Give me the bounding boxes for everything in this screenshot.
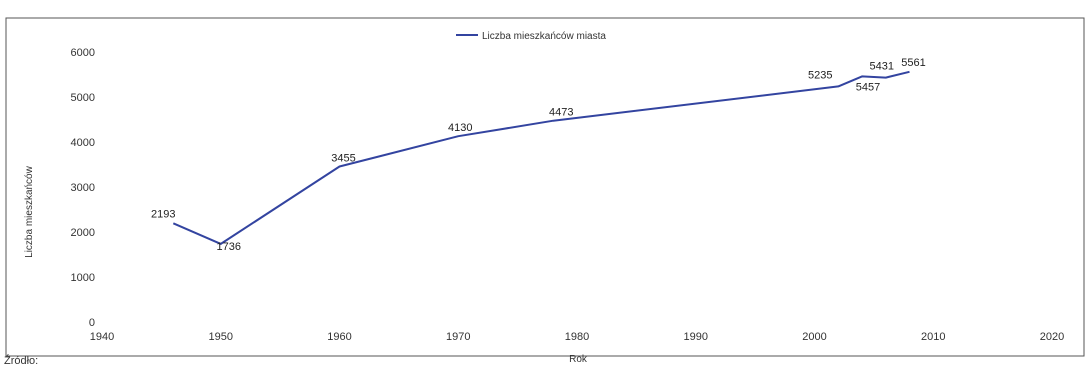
plot-frame <box>5 17 1085 357</box>
x-axis-title: Rok <box>569 354 588 365</box>
y-tick-label: 4000 <box>71 137 95 149</box>
data-label: 5457 <box>856 81 880 93</box>
x-tick-label: 1970 <box>446 331 470 343</box>
x-tick-labels: 1940 1950 1960 1970 1980 1990 2000 2010 2020 <box>90 331 1064 343</box>
legend: Liczba mieszkańców miasta <box>456 31 606 42</box>
data-label: 4130 <box>448 122 472 134</box>
y-axis-title: Liczba mieszkańców <box>24 165 35 257</box>
data-label: 5235 <box>808 69 832 81</box>
series-group <box>172 70 910 245</box>
series-line <box>172 70 910 245</box>
x-tick-label: 1960 <box>327 331 351 343</box>
y-tick-labels: 0 1000 2000 3000 4000 5000 6000 <box>71 47 95 329</box>
data-label: 3455 <box>331 153 355 165</box>
data-label: 5561 <box>901 57 925 69</box>
y-tick-label: 3000 <box>71 182 95 194</box>
y-tick-label: 1000 <box>71 272 95 284</box>
data-label: 2193 <box>151 208 175 220</box>
y-tick-label: 0 <box>89 317 95 329</box>
legend-label: Liczba mieszkańców miasta <box>482 31 606 42</box>
source-label: Źródło: <box>4 354 38 365</box>
x-tick-label: 2010 <box>921 331 945 343</box>
y-tick-label: 5000 <box>71 92 95 104</box>
x-tick-label: 1940 <box>90 331 114 343</box>
y-tick-label: 6000 <box>71 47 95 59</box>
data-label: 1736 <box>217 241 241 253</box>
x-tick-label: 1950 <box>209 331 233 343</box>
x-tick-label: 1990 <box>684 331 708 343</box>
x-tick-label: 2020 <box>1040 331 1064 343</box>
y-tick-label: 2000 <box>71 227 95 239</box>
data-label: 4473 <box>549 107 573 119</box>
x-tick-label: 2000 <box>802 331 826 343</box>
data-labels: 2193 1736 3455 4130 4473 5235 5457 5431 5561 <box>151 57 926 253</box>
data-label: 5431 <box>870 61 894 73</box>
x-tick-label: 1980 <box>565 331 589 343</box>
